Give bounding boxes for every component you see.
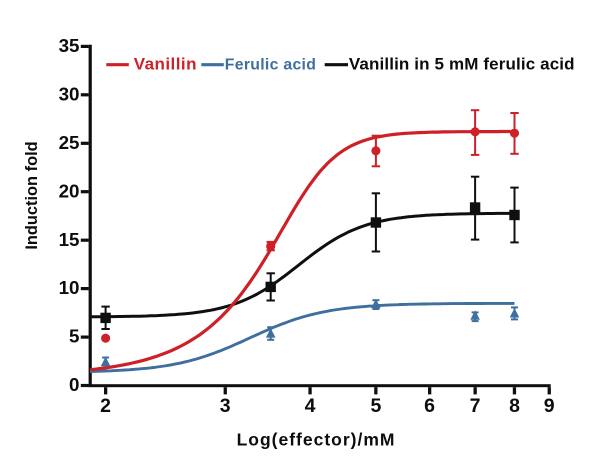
svg-text:9: 9: [544, 395, 555, 417]
svg-text:3: 3: [220, 395, 231, 417]
svg-text:6: 6: [424, 395, 435, 417]
svg-text:Vanillin in 5 mM ferulic acid: Vanillin in 5 mM ferulic acid: [349, 55, 575, 74]
svg-text:Vanillin: Vanillin: [134, 55, 197, 74]
svg-text:Ferulic acid: Ferulic acid: [225, 57, 316, 74]
svg-text:7: 7: [470, 395, 481, 417]
svg-text:0: 0: [69, 374, 79, 395]
svg-text:5: 5: [69, 326, 79, 347]
svg-text:4: 4: [305, 395, 316, 417]
svg-text:30: 30: [59, 83, 80, 104]
svg-text:35: 35: [59, 35, 80, 56]
svg-text:15: 15: [59, 229, 80, 250]
svg-text:20: 20: [59, 180, 80, 201]
svg-text:2: 2: [100, 395, 111, 417]
svg-text:Log(effector)/mM: Log(effector)/mM: [237, 430, 396, 450]
svg-text:8: 8: [509, 395, 520, 417]
svg-text:5: 5: [370, 395, 381, 417]
svg-text:25: 25: [59, 132, 80, 153]
svg-text:10: 10: [59, 277, 80, 298]
svg-text:Induction fold: Induction fold: [23, 141, 41, 249]
